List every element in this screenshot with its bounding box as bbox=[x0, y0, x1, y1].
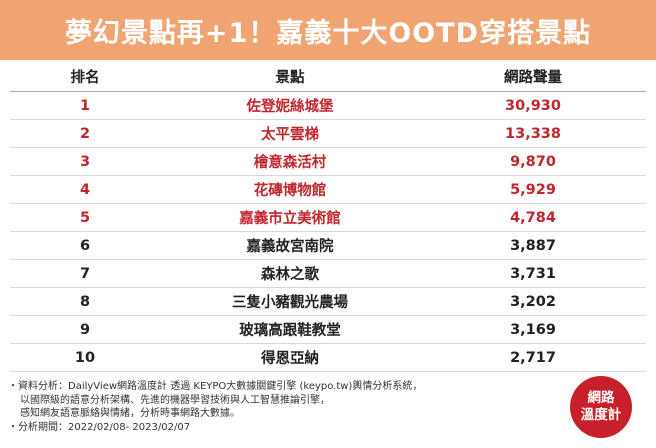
logo-text-line: 溫度計 bbox=[580, 407, 622, 423]
ranking-table: 排名 景點 網路聲量 1 佐登妮絲城堡 30,930 2 太平雲梯 13,338… bbox=[10, 62, 646, 372]
spot-cell: 檜意森活村 bbox=[160, 147, 420, 176]
spot-cell: 三隻小豬觀光農場 bbox=[160, 287, 420, 316]
spot-cell: 花磚博物館 bbox=[160, 175, 420, 204]
volume-cell: 2,717 bbox=[420, 343, 646, 372]
rank-cell: 2 bbox=[10, 119, 160, 148]
rank-cell: 9 bbox=[10, 315, 160, 344]
spot-cell: 森林之歌 bbox=[160, 259, 420, 288]
logo-text-line: 網路 bbox=[587, 390, 615, 406]
footnote-line: 以國際級的語意分析架構、先進的機器學習技術與人工智慧推論引擎， bbox=[20, 394, 330, 406]
source-footnote: ・資料分析：DailyView網路溫度計 透過 KEYPO大數據關鍵引擎 (ke… bbox=[8, 380, 568, 434]
rank-cell: 8 bbox=[10, 287, 160, 316]
table-row: 10 得恩亞納 2,717 bbox=[10, 343, 646, 372]
title-banner: 夢幻景點再+1！嘉義十大OOTD穿搭景點 bbox=[0, 0, 656, 60]
volume-cell: 4,784 bbox=[420, 203, 646, 232]
volume-cell: 3,169 bbox=[420, 315, 646, 344]
spot-cell: 得恩亞納 bbox=[160, 343, 420, 372]
table-row: 6 嘉義故宮南院 3,887 bbox=[10, 231, 646, 260]
table-row: 4 花磚博物館 5,929 bbox=[10, 175, 646, 204]
brand-logo: 網路 溫度計 bbox=[570, 376, 632, 438]
analysis-period: ・分析期間：2022/02/08- 2023/02/07 bbox=[8, 421, 191, 433]
rank-cell: 6 bbox=[10, 231, 160, 260]
spot-cell: 嘉義故宮南院 bbox=[160, 231, 420, 260]
rank-cell: 7 bbox=[10, 259, 160, 288]
footnote-line: ・資料分析：DailyView網路溫度計 透過 KEYPO大數據關鍵引擎 (ke… bbox=[8, 381, 423, 392]
rank-cell: 3 bbox=[10, 147, 160, 176]
table-row: 3 檜意森活村 9,870 bbox=[10, 147, 646, 176]
table-row: 1 佐登妮絲城堡 30,930 bbox=[10, 91, 646, 120]
spot-cell: 玻璃高跟鞋教堂 bbox=[160, 315, 420, 344]
volume-cell: 30,930 bbox=[420, 91, 646, 120]
table-row: 5 嘉義市立美術館 4,784 bbox=[10, 203, 646, 232]
table-row: 7 森林之歌 3,731 bbox=[10, 259, 646, 288]
header-spot: 景點 bbox=[160, 62, 420, 92]
rank-cell: 10 bbox=[10, 343, 160, 372]
rank-cell: 5 bbox=[10, 203, 160, 232]
header-volume: 網路聲量 bbox=[420, 62, 646, 92]
spot-cell: 太平雲梯 bbox=[160, 119, 420, 148]
volume-cell: 3,731 bbox=[420, 259, 646, 288]
table-header-row: 排名 景點 網路聲量 bbox=[10, 62, 646, 92]
table-row: 9 玻璃高跟鞋教堂 3,169 bbox=[10, 315, 646, 344]
volume-cell: 9,870 bbox=[420, 147, 646, 176]
rank-cell: 1 bbox=[10, 91, 160, 120]
spot-cell: 嘉義市立美術館 bbox=[160, 203, 420, 232]
page-title: 夢幻景點再+1！嘉義十大OOTD穿搭景點 bbox=[64, 17, 592, 49]
header-rank: 排名 bbox=[10, 62, 160, 92]
table-row: 2 太平雲梯 13,338 bbox=[10, 119, 646, 148]
volume-cell: 5,929 bbox=[420, 175, 646, 204]
table-row: 8 三隻小豬觀光農場 3,202 bbox=[10, 287, 646, 316]
volume-cell: 3,887 bbox=[420, 231, 646, 260]
volume-cell: 13,338 bbox=[420, 119, 646, 148]
footnote-line: 感知網友語意脈絡與情緒，分析時事網路大數據。 bbox=[20, 408, 240, 419]
spot-cell: 佐登妮絲城堡 bbox=[160, 91, 420, 120]
volume-cell: 3,202 bbox=[420, 287, 646, 316]
rank-cell: 4 bbox=[10, 175, 160, 204]
